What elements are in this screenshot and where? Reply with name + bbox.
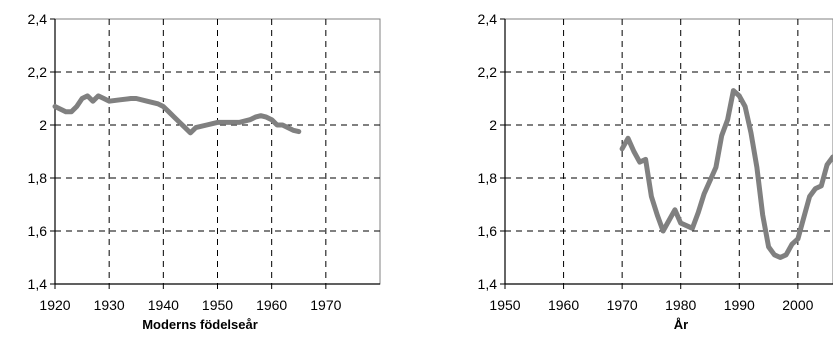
y-tick-label: 2,2 [28,64,48,80]
y-tick-label: 1,6 [28,223,48,239]
x-axis-label: År [674,317,688,332]
x-tick-label: 1950 [202,297,233,313]
chart-panel-mothers-birth-year: 1,4 1,6 1,8 2 2,2 2,4 1920 1930 1940 1950 1960 1970… [28,11,381,332]
y-tick-label: 1,4 [478,276,498,292]
x-tick-label: 1960 [256,297,287,313]
y-tick-label: 2,4 [478,11,498,27]
x-tick-label: 1970 [310,297,341,313]
y-tick-label: 2 [39,117,47,133]
chart-panel-year: 1,4 1,6 1,8 2 2,2 2,4 1950 1960 1970 1980 1990 2000… [478,11,833,332]
x-tick-label: 1970 [607,297,638,313]
x-tick-label: 1980 [665,297,696,313]
x-tick-label: 1950 [489,297,520,313]
plot-area [504,18,833,285]
y-tick-label: 1,8 [478,170,498,186]
y-tick-label: 2,2 [478,64,498,80]
x-tick-label: 1960 [548,297,579,313]
y-tick-label: 1,6 [478,223,498,239]
y-tick-label: 2 [489,117,497,133]
x-tick-label: 2000 [782,297,813,313]
y-tick-label: 1,8 [28,170,48,186]
x-tick-label: 1930 [94,297,125,313]
y-tick-label: 2,4 [28,11,48,27]
x-tick-label: 1920 [39,297,70,313]
y-tick-label: 1,4 [28,276,48,292]
x-axis-label: Moderns födelseår [142,317,258,332]
x-tick-label: 1940 [148,297,179,313]
series-line [619,88,833,260]
series-line [52,93,302,136]
x-tick-label: 1990 [724,297,755,313]
